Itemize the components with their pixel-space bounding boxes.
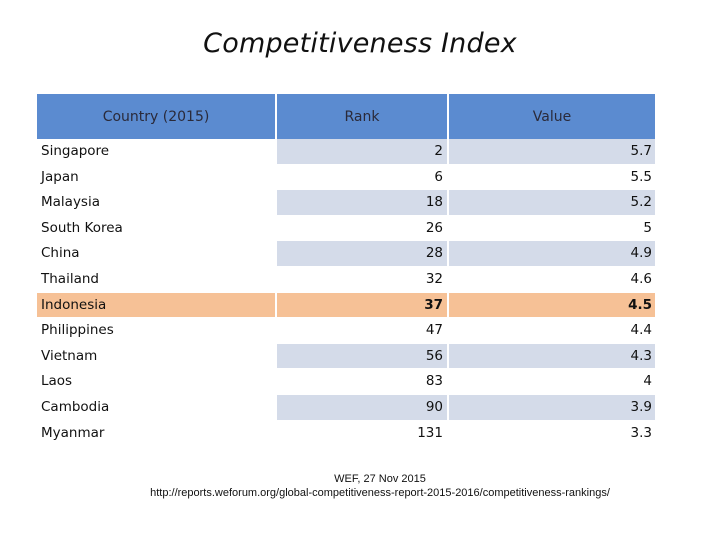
value-cell: 3.9 <box>449 394 655 420</box>
rank-cell: 6 <box>434 168 443 185</box>
table-row-highlighted: Indonesia 37 4.5 <box>37 292 655 319</box>
source-url: http://reports.weforum.org/global-compet… <box>150 487 610 499</box>
country-cell: Myanmar <box>41 424 105 441</box>
source-note: WEF, 27 Nov 2015 http://reports.weforum.… <box>0 472 720 500</box>
rank-cell: 131 <box>417 424 443 441</box>
country-cell: South Korea <box>41 219 123 236</box>
table-row: Cambodia 90 3.9 <box>37 394 655 421</box>
value-cell: 5 <box>643 219 652 236</box>
rank-cell: 90 <box>277 394 447 420</box>
source-line-1: WEF, 27 Nov 2015 <box>334 473 426 485</box>
country-cell: Malaysia <box>41 194 100 211</box>
table-row: Vietnam 56 4.3 <box>37 343 655 370</box>
value-cell: 4 <box>643 373 652 390</box>
value-cell: 3.3 <box>630 424 652 441</box>
value-cell: 4.9 <box>449 241 655 266</box>
header-value: Value <box>449 94 655 139</box>
header-country: Country (2015) <box>37 94 275 139</box>
rank-cell: 18 <box>277 190 447 215</box>
rank-cell: 2 <box>277 139 447 164</box>
rank-cell: 83 <box>425 373 443 390</box>
country-cell: Indonesia <box>37 292 275 318</box>
value-cell: 4.6 <box>630 270 652 287</box>
competitiveness-table: Country (2015) Rank Value Singapore 2 5.… <box>37 94 655 446</box>
table-row: Laos 83 4 <box>37 369 655 395</box>
value-cell: 5.7 <box>449 139 655 164</box>
country-cell: Thailand <box>41 270 99 287</box>
table-row: Singapore 2 5.7 <box>37 139 655 165</box>
page-title: Competitiveness Index <box>203 28 517 59</box>
country-cell: Japan <box>41 168 79 185</box>
table-row: China 28 4.9 <box>37 241 655 267</box>
table-row: Japan 6 5.5 <box>37 165 655 191</box>
country-cell: China <box>41 245 80 262</box>
value-cell: 5.5 <box>630 168 652 185</box>
table-row: Malaysia 18 5.2 <box>37 190 655 216</box>
table-row: South Korea 26 5 <box>37 216 655 242</box>
rank-cell: 32 <box>425 270 443 287</box>
country-cell: Singapore <box>41 143 110 159</box>
value-cell: 4.3 <box>449 343 655 369</box>
rank-cell: 28 <box>277 241 447 266</box>
header-rank: Rank <box>277 94 447 139</box>
table-row: Myanmar 131 3.3 <box>37 421 655 447</box>
country-cell: Laos <box>41 373 73 390</box>
table-row: Thailand 32 4.6 <box>37 267 655 293</box>
rank-cell: 26 <box>425 219 443 236</box>
country-cell: Vietnam <box>41 347 98 364</box>
country-cell: Cambodia <box>41 398 110 415</box>
table-header: Country (2015) Rank Value <box>37 94 655 139</box>
rank-cell: 47 <box>425 322 443 339</box>
rank-cell: 56 <box>277 343 447 369</box>
value-cell: 4.5 <box>449 292 655 318</box>
value-cell: 5.2 <box>449 190 655 215</box>
rank-cell: 37 <box>277 292 447 318</box>
table-row: Philippines 47 4.4 <box>37 318 655 344</box>
country-cell: Philippines <box>41 322 114 339</box>
value-cell: 4.4 <box>630 322 652 339</box>
